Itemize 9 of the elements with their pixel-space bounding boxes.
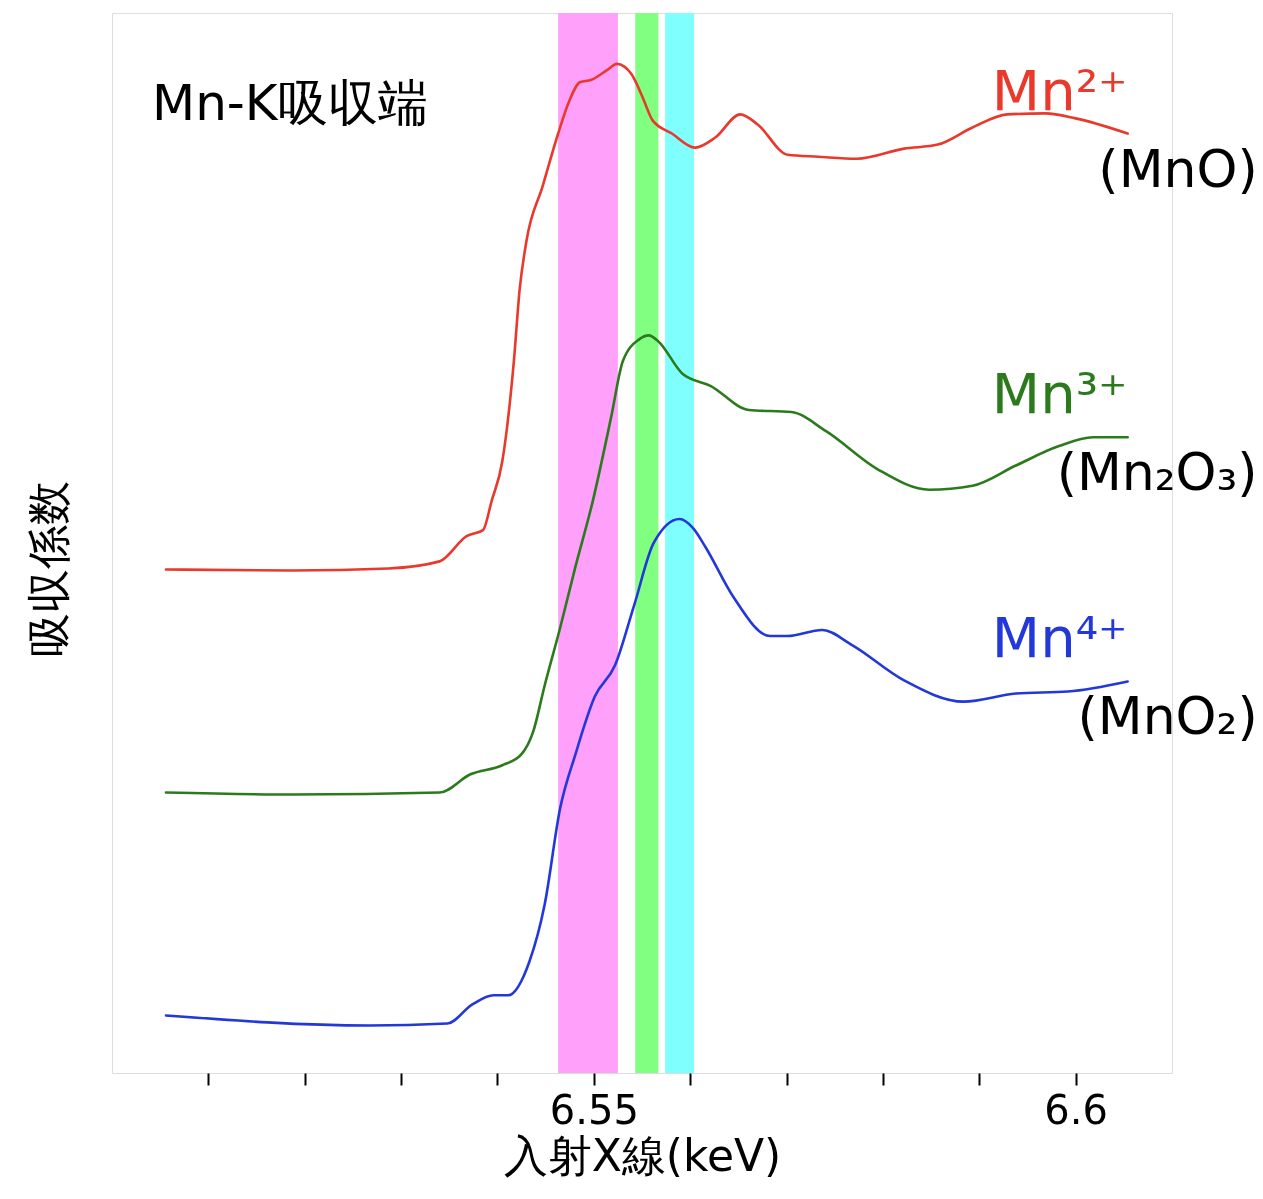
series-label: Mn³⁺ bbox=[991, 361, 1128, 427]
annotation: (MnO₂) bbox=[1077, 686, 1258, 747]
x-tick-label: 6.6 bbox=[1044, 1086, 1108, 1133]
annotation: (MnO) bbox=[1098, 138, 1258, 199]
series-label: Mn²⁺ bbox=[991, 57, 1128, 123]
y-axis-title: 吸収係数 bbox=[22, 480, 74, 657]
annotation: (Mn₂O₃) bbox=[1056, 442, 1258, 503]
chart-title: Mn-K吸収端 bbox=[152, 74, 428, 132]
series-label: Mn⁴⁺ bbox=[991, 605, 1128, 671]
